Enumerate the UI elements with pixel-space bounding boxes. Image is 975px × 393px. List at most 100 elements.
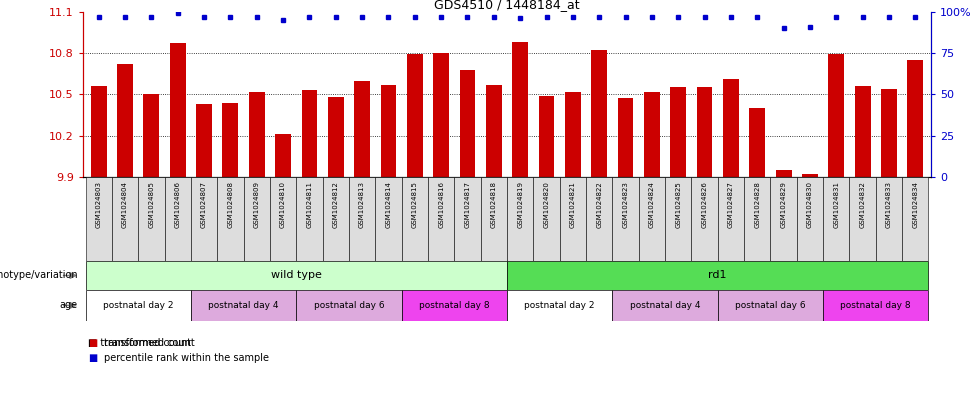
Text: GSM1024803: GSM1024803: [96, 181, 101, 228]
Text: GSM1024828: GSM1024828: [755, 181, 760, 228]
Bar: [249, 92, 264, 177]
Title: GDS4510 / 1448184_at: GDS4510 / 1448184_at: [434, 0, 580, 11]
Text: GSM1024832: GSM1024832: [860, 181, 866, 228]
Bar: [275, 134, 291, 177]
Bar: [723, 79, 739, 177]
Text: GSM1024810: GSM1024810: [280, 181, 286, 228]
Bar: [823, 177, 849, 261]
Bar: [91, 86, 106, 177]
Bar: [143, 94, 159, 177]
Bar: [565, 92, 581, 177]
Bar: [617, 98, 634, 177]
Bar: [433, 53, 449, 177]
Text: GSM1024804: GSM1024804: [122, 181, 128, 228]
Bar: [512, 42, 528, 177]
Bar: [296, 290, 402, 321]
Bar: [776, 170, 792, 177]
Text: GSM1024814: GSM1024814: [385, 181, 391, 228]
Bar: [591, 50, 607, 177]
Bar: [407, 54, 423, 177]
Bar: [191, 290, 296, 321]
Text: GSM1024816: GSM1024816: [438, 181, 445, 228]
Bar: [117, 64, 133, 177]
Text: GSM1024831: GSM1024831: [834, 181, 839, 228]
Text: GSM1024805: GSM1024805: [148, 181, 154, 228]
Text: GSM1024826: GSM1024826: [702, 181, 708, 228]
Bar: [486, 84, 502, 177]
Text: GSM1024819: GSM1024819: [517, 181, 524, 228]
Bar: [328, 97, 343, 177]
Bar: [481, 177, 507, 261]
Text: transformed count: transformed count: [104, 338, 195, 348]
Bar: [671, 87, 686, 177]
Text: postnatal day 4: postnatal day 4: [630, 301, 700, 310]
Bar: [507, 290, 612, 321]
Text: postnatal day 6: postnatal day 6: [314, 301, 384, 310]
Bar: [459, 70, 476, 177]
Bar: [697, 87, 713, 177]
Text: GSM1024823: GSM1024823: [623, 181, 629, 228]
Text: GSM1024829: GSM1024829: [781, 181, 787, 228]
Text: GSM1024821: GSM1024821: [569, 181, 576, 228]
Text: ■: ■: [88, 338, 97, 348]
Bar: [217, 177, 244, 261]
Bar: [639, 177, 665, 261]
Text: GSM1024817: GSM1024817: [464, 181, 471, 228]
Bar: [86, 177, 112, 261]
Text: genotype/variation: genotype/variation: [0, 270, 78, 281]
Bar: [244, 177, 270, 261]
Bar: [222, 103, 238, 177]
Bar: [402, 177, 428, 261]
Text: percentile rank within the sample: percentile rank within the sample: [104, 353, 269, 364]
Bar: [86, 261, 507, 290]
Text: GSM1024815: GSM1024815: [411, 181, 418, 228]
Bar: [375, 177, 402, 261]
Bar: [165, 177, 191, 261]
Text: GSM1024830: GSM1024830: [807, 181, 813, 228]
Bar: [586, 177, 612, 261]
Bar: [380, 84, 397, 177]
Bar: [402, 290, 507, 321]
Text: GSM1024808: GSM1024808: [227, 181, 233, 228]
Bar: [170, 43, 185, 177]
Text: ■: ■: [88, 353, 97, 364]
Bar: [323, 177, 349, 261]
Bar: [138, 177, 165, 261]
Bar: [908, 60, 923, 177]
Bar: [270, 177, 296, 261]
Bar: [829, 54, 844, 177]
Bar: [902, 177, 928, 261]
Bar: [354, 81, 370, 177]
Bar: [349, 177, 375, 261]
Text: postnatal day 2: postnatal day 2: [103, 301, 174, 310]
Text: GSM1024822: GSM1024822: [596, 181, 603, 228]
Bar: [507, 177, 533, 261]
Bar: [823, 290, 928, 321]
Bar: [428, 177, 454, 261]
Text: GSM1024812: GSM1024812: [332, 181, 338, 228]
Bar: [454, 177, 481, 261]
Text: GSM1024833: GSM1024833: [886, 181, 892, 228]
Bar: [691, 177, 718, 261]
Text: postnatal day 2: postnatal day 2: [525, 301, 595, 310]
Text: GSM1024807: GSM1024807: [201, 181, 207, 228]
Text: postnatal day 8: postnatal day 8: [419, 301, 489, 310]
Text: GSM1024834: GSM1024834: [913, 181, 918, 228]
Text: GSM1024809: GSM1024809: [254, 181, 259, 228]
Text: postnatal day 8: postnatal day 8: [840, 301, 911, 310]
Bar: [718, 290, 823, 321]
Text: age: age: [59, 300, 78, 310]
Bar: [881, 89, 897, 177]
Text: GSM1024827: GSM1024827: [728, 181, 734, 228]
Text: GSM1024825: GSM1024825: [676, 181, 682, 228]
Text: postnatal day 6: postnatal day 6: [735, 301, 805, 310]
Bar: [560, 177, 586, 261]
Bar: [296, 177, 323, 261]
Text: postnatal day 4: postnatal day 4: [209, 301, 279, 310]
Bar: [612, 290, 718, 321]
Bar: [644, 92, 660, 177]
Text: GSM1024820: GSM1024820: [543, 181, 550, 228]
Text: GSM1024813: GSM1024813: [359, 181, 365, 228]
Text: wild type: wild type: [271, 270, 322, 281]
Text: ■ transformed count: ■ transformed count: [88, 338, 191, 348]
